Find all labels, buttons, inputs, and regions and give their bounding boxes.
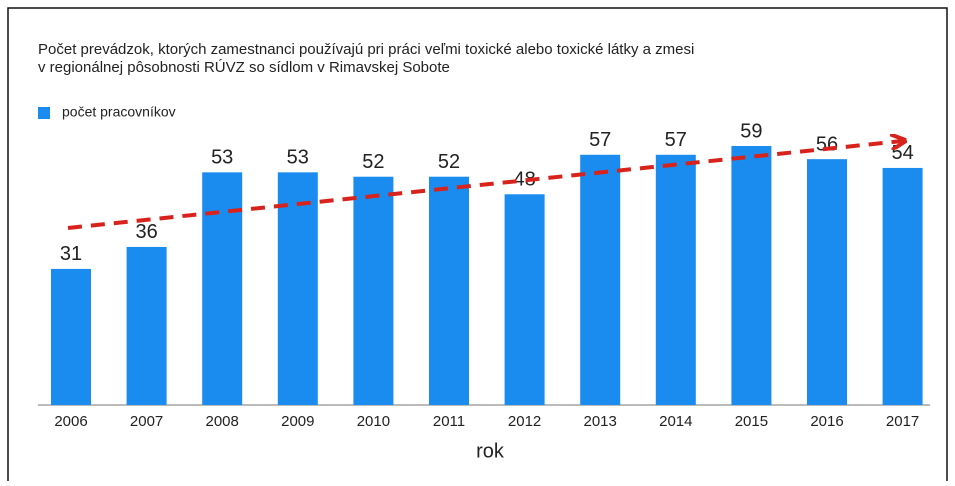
- x-tick-label: 2006: [54, 413, 87, 430]
- x-tick-label: 2011: [433, 413, 465, 430]
- value-label: 52: [438, 151, 460, 173]
- x-tick-label: 2014: [659, 413, 692, 430]
- bar: [731, 145, 772, 406]
- frame: [7, 7, 948, 484]
- x-tick-label: 2007: [130, 413, 163, 430]
- chart-title: v regionálnej pôsobnosti RÚVZ so sídlom …: [38, 59, 450, 76]
- bar: [126, 246, 167, 405]
- bar: [202, 172, 243, 405]
- x-tick-label: 2012: [508, 413, 541, 430]
- x-tick-label: 2016: [810, 413, 843, 430]
- legend-label: počet pracovníkov: [62, 104, 176, 120]
- x-tick-label: 2015: [735, 413, 768, 430]
- chart-title: Počet prevádzok, ktorých zamestnanci pou…: [38, 41, 694, 58]
- bar: [429, 176, 469, 405]
- bar: [504, 194, 545, 405]
- value-label: 31: [60, 243, 82, 265]
- x-tick-label: 2008: [206, 413, 239, 430]
- value-label: 59: [740, 120, 762, 142]
- bar: [277, 172, 318, 405]
- bar: [51, 268, 91, 405]
- value-label: 56: [816, 133, 838, 155]
- value-label: 57: [589, 129, 611, 151]
- value-label: 52: [362, 151, 384, 173]
- bar: [882, 167, 923, 405]
- value-label: 48: [513, 169, 535, 191]
- bar: [580, 154, 621, 405]
- x-tick-label: 2013: [584, 413, 617, 430]
- x-tick-label: 2010: [357, 413, 390, 430]
- bar: [655, 154, 696, 405]
- value-label: 54: [891, 142, 913, 164]
- x-tick-label: 2009: [281, 413, 314, 430]
- value-label: 57: [665, 129, 687, 151]
- x-tick-label: 2017: [886, 413, 919, 430]
- bars: 31 36 53 53 52 52 48 57 57 59 56 54: [51, 120, 923, 406]
- legend-swatch: [38, 107, 50, 119]
- x-axis-title: rok: [476, 440, 505, 462]
- bar: [807, 159, 847, 405]
- bar: [353, 176, 394, 405]
- value-label: 36: [135, 221, 157, 243]
- trend-arrow: [67, 141, 902, 230]
- value-label: 53: [287, 147, 309, 169]
- value-label: 53: [211, 147, 233, 169]
